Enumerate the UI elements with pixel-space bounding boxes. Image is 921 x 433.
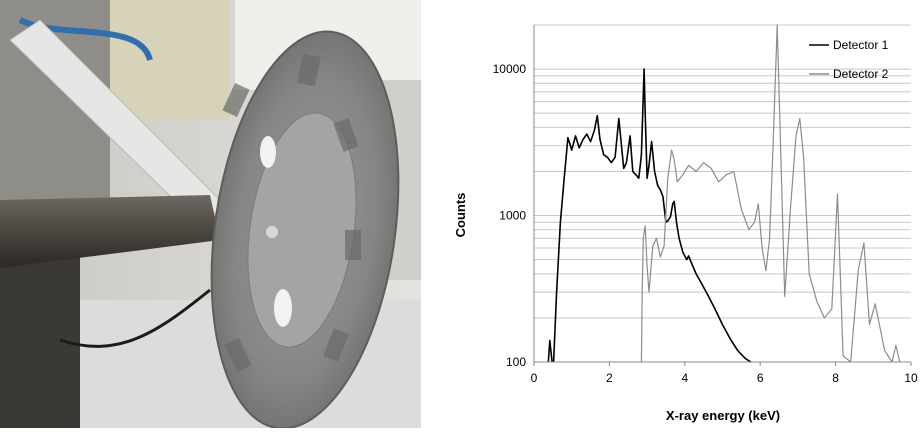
legend: Detector 1 Detector 2: [809, 38, 889, 81]
grid-lines: [534, 24, 911, 319]
axes: [533, 25, 911, 363]
photo-disc-sample-patches: [222, 53, 361, 372]
x-tick-label: 6: [757, 371, 764, 385]
series-lines: [547, 24, 901, 362]
x-tick-label: 2: [606, 371, 613, 385]
photo-poster: [110, 0, 230, 120]
photo-dark-tube: [0, 195, 220, 268]
x-tick-label: 8: [832, 371, 839, 385]
y-tick-label: 10000: [493, 62, 527, 76]
photo-disc-hole-bottom: [274, 289, 292, 327]
legend-label-detector-2: Detector 2: [833, 67, 889, 81]
y-tick-label: 1000: [499, 209, 526, 223]
y-axis-label: Counts: [453, 193, 468, 238]
chart-svg: 0 2 4 6 8 10 100 1000 10000 Counts X-ray energy …: [453, 24, 918, 423]
spectrum-chart: 0 2 4 6 8 10 100 1000 10000 Counts X-ray energy …: [421, 0, 921, 428]
setup-photo-drawing: [0, 0, 421, 428]
x-tick-label: 10: [904, 371, 918, 385]
x-axis-label: X-ray energy (keV): [666, 408, 780, 423]
series-line-2: [640, 24, 901, 362]
x-tick-label: 0: [531, 371, 538, 385]
legend-label-detector-1: Detector 1: [833, 38, 889, 52]
tick-labels: 0 2 4 6 8 10 100 1000 10000: [493, 62, 918, 385]
setup-photo: [0, 0, 421, 428]
series-line-1: [547, 68, 752, 362]
y-tick-label: 100: [506, 355, 526, 369]
x-tick-label: 4: [681, 371, 688, 385]
photo-disc-center: [266, 226, 278, 238]
photo-black-cable: [59, 288, 211, 348]
photo-disc-hole-top: [260, 136, 276, 168]
